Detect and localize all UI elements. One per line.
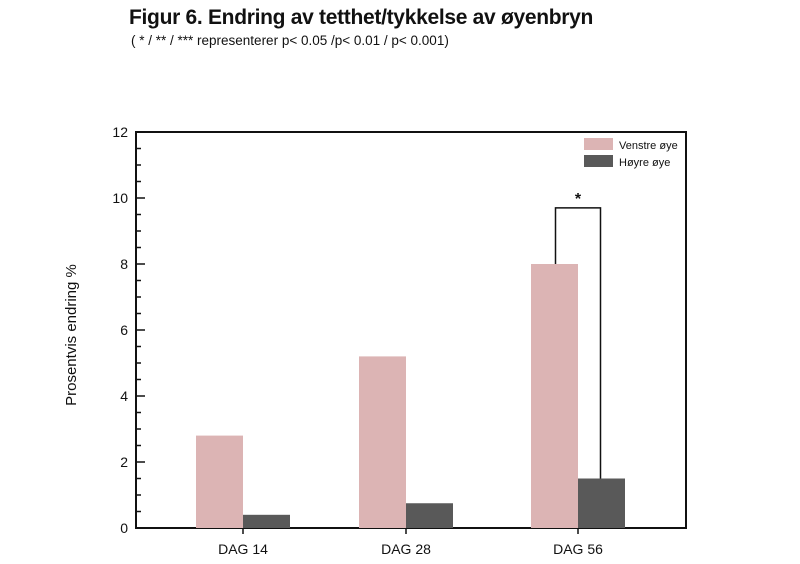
y-tick-label: 0 bbox=[120, 520, 128, 536]
bar-hoyre-dag-14 bbox=[243, 514, 290, 528]
x-tick-label: DAG 56 bbox=[553, 541, 603, 557]
y-axis-label: Prosentvis endring % bbox=[63, 264, 80, 406]
y-tick-label: 4 bbox=[120, 388, 128, 404]
legend-label-hoyre: Høyre øye bbox=[619, 157, 670, 169]
legend-swatch-hoyre bbox=[584, 155, 613, 167]
chart-title: Figur 6. Endring av tetthet/tykkelse av … bbox=[129, 6, 594, 29]
bar-venstre-dag-28 bbox=[359, 356, 406, 528]
significance-bracket bbox=[554, 207, 602, 479]
y-tick-label: 2 bbox=[120, 454, 128, 470]
bar-venstre-dag-56 bbox=[531, 264, 578, 528]
x-tick-label: DAG 28 bbox=[381, 541, 431, 557]
chart-subtitle: ( * / ** / *** representerer p< 0.05 /p<… bbox=[131, 33, 449, 48]
legend-swatch-venstre bbox=[584, 138, 613, 150]
bar-venstre-dag-14 bbox=[196, 435, 243, 528]
x-tick-label: DAG 14 bbox=[218, 541, 268, 557]
y-tick-label: 8 bbox=[120, 256, 128, 272]
bar-hoyre-dag-56 bbox=[578, 478, 625, 528]
significance-marker: * bbox=[575, 191, 582, 208]
bar-hoyre-dag-28 bbox=[406, 503, 453, 528]
y-tick-label: 10 bbox=[112, 190, 128, 206]
y-tick-label: 12 bbox=[112, 124, 128, 140]
y-tick-label: 6 bbox=[120, 322, 128, 338]
legend-label-venstre: Venstre øye bbox=[619, 140, 678, 152]
